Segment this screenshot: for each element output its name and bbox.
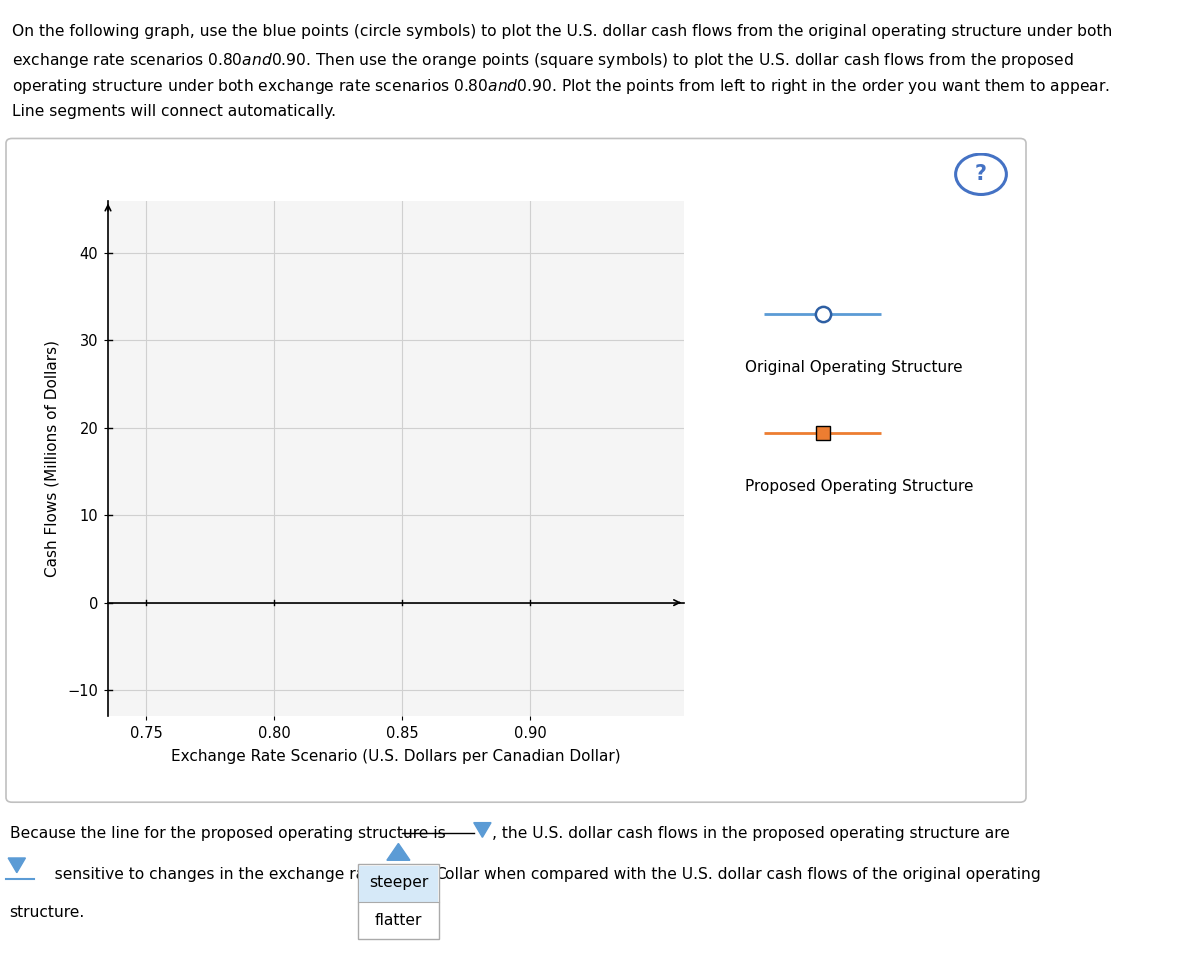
Text: ollar when compared with the U.S. dollar cash flows of the original operating: ollar when compared with the U.S. dollar…: [445, 867, 1040, 882]
Polygon shape: [386, 843, 410, 860]
Text: sensitive to changes in the exchange rate of the C: sensitive to changes in the exchange rat…: [40, 867, 446, 882]
Polygon shape: [474, 822, 491, 838]
Text: Proposed Operating Structure: Proposed Operating Structure: [745, 479, 973, 494]
Text: exchange rate scenarios $0.80 and $0.90. Then use the orange points (square symb: exchange rate scenarios $0.80 and $0.90.…: [12, 51, 1074, 70]
Text: ?: ?: [974, 164, 986, 184]
Text: operating structure under both exchange rate scenarios $0.80 and $0.90. Plot the: operating structure under both exchange …: [12, 77, 1110, 96]
Text: Line segments will connect automatically.: Line segments will connect automatically…: [12, 104, 336, 119]
Text: steeper: steeper: [368, 875, 428, 890]
Text: Because the line for the proposed operating structure is: Because the line for the proposed operat…: [10, 826, 445, 841]
Text: structure.: structure.: [10, 905, 85, 921]
Polygon shape: [8, 858, 25, 873]
X-axis label: Exchange Rate Scenario (U.S. Dollars per Canadian Dollar): Exchange Rate Scenario (U.S. Dollars per…: [172, 750, 620, 764]
Text: flatter: flatter: [374, 913, 422, 928]
Text: On the following graph, use the blue points (circle symbols) to plot the U.S. do: On the following graph, use the blue poi…: [12, 24, 1112, 39]
Text: , the U.S. dollar cash flows in the proposed operating structure are: , the U.S. dollar cash flows in the prop…: [492, 826, 1010, 841]
Text: Original Operating Structure: Original Operating Structure: [745, 360, 962, 375]
Y-axis label: Cash Flows (Millions of Dollars): Cash Flows (Millions of Dollars): [44, 340, 59, 577]
